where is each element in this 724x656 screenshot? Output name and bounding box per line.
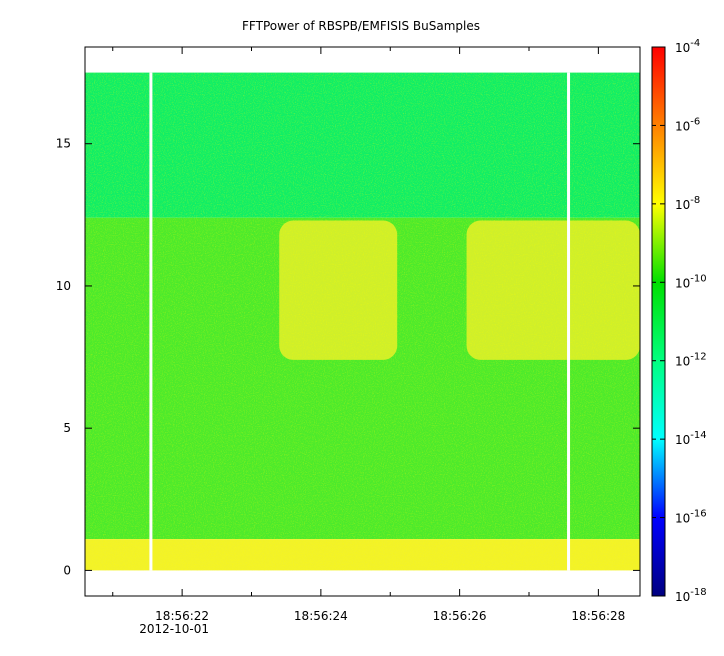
plot-frame <box>84 46 641 597</box>
y-tick-label: 5 <box>63 421 71 435</box>
colorbar-tick-label: 10-6 <box>675 116 700 133</box>
colorbar-tick-label: 10-10 <box>675 273 707 290</box>
x-tick-label: 18:56:26 <box>433 609 487 623</box>
x-tick-date-label: 2012-10-01 <box>139 622 209 636</box>
spectrogram-texture <box>85 72 640 571</box>
data-gap-2 <box>567 72 571 571</box>
colorbar: 10-4 10-6 10-8 10-10 10-12 10-14 10-16 10-18 <box>651 38 707 604</box>
chart-title: FFTPower of RBSPB/EMFISIS BuSamples <box>242 19 480 33</box>
y-tick-label: 15 <box>56 137 71 151</box>
colorbar-tick-label: 10-16 <box>675 509 707 526</box>
colorbar-tick-label: 10-18 <box>675 587 707 604</box>
x-tick-label: 18:56:24 <box>294 609 348 623</box>
colorbar-tick-label: 10-4 <box>675 38 700 55</box>
colorbar-tick-label: 10-14 <box>675 430 707 447</box>
x-tick-label: 18:56:22 <box>155 609 209 623</box>
data-gap-1 <box>149 72 153 571</box>
y-tick-label: 0 <box>63 563 71 577</box>
colorbar-gradient <box>651 46 666 597</box>
colorbar-tick-label: 10-12 <box>675 352 707 369</box>
y-tick-label: 10 <box>56 279 71 293</box>
x-tick-label: 18:56:28 <box>571 609 625 623</box>
colorbar-tick-label: 10-8 <box>675 195 700 212</box>
